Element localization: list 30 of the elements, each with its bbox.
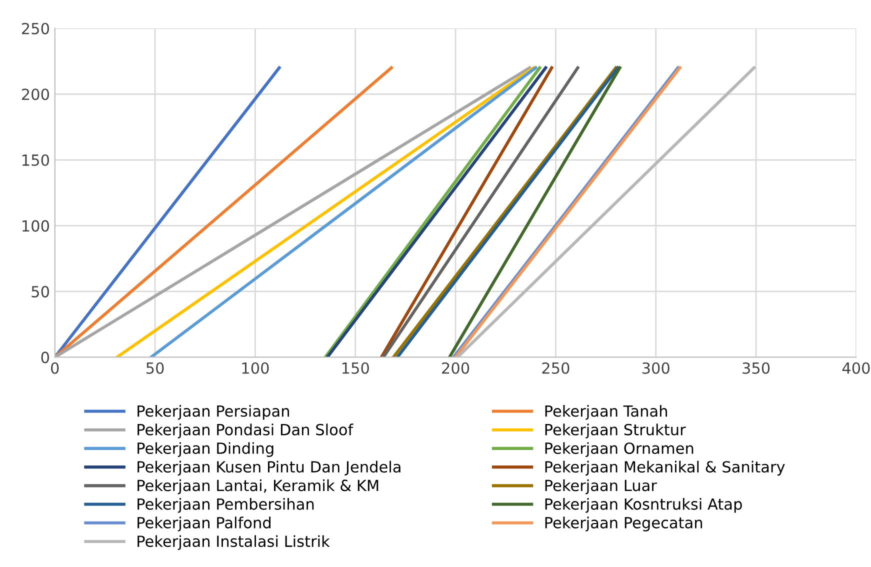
legend-label: Pekerjaan Instalasi Listrik <box>138 535 330 550</box>
legend-label: Pekerjaan Ornamen <box>545 442 694 457</box>
y-tick-label: 250 <box>22 22 49 34</box>
y-tick-label: 50 <box>32 286 49 298</box>
y-tick-label: 200 <box>22 88 49 100</box>
y-tick-label: 100 <box>22 220 49 232</box>
legend-label: Pekerjaan Pembersihan <box>138 498 314 513</box>
legend-label: Pekerjaan Pegecatan <box>545 516 702 532</box>
y-tick-label: 150 <box>22 154 49 166</box>
x-tick-label: 0 <box>51 362 59 374</box>
x-tick-label: 100 <box>242 362 269 374</box>
legend-label: Pekerjaan Struktur <box>545 424 686 438</box>
x-tick-label: 350 <box>742 362 770 374</box>
x-tick-label: 150 <box>342 362 369 374</box>
x-tick-label: 400 <box>842 362 870 374</box>
legend-label: Pekerjaan Lantai, Keramik & KM <box>138 479 378 494</box>
legend-label: Pekerjaan Persiapan <box>138 404 289 420</box>
x-tick-label: 300 <box>642 362 670 374</box>
x-tick-label: 50 <box>146 362 164 374</box>
x-tick-label: 250 <box>542 362 570 374</box>
legend-label: Pekerjaan Luar <box>545 479 657 494</box>
legend-label: Pekerjaan Dinding <box>138 442 274 457</box>
y-tick-label: 0 <box>41 352 49 364</box>
legend-label: Pekerjaan Palfond <box>138 516 270 532</box>
legend-label: Pekerjaan Mekanikal & Sanitary <box>545 460 785 476</box>
legend-label: Pekerjaan Tanah <box>545 404 667 420</box>
legend-label: Pekerjaan Pondasi Dan Sloof <box>138 424 354 438</box>
x-tick-label: 200 <box>442 362 470 374</box>
legend-label: Pekerjaan Kusen Pintu Dan Jendela <box>138 460 400 476</box>
legend-label: Pekerjaan Kosntruksi Atap <box>545 498 742 513</box>
